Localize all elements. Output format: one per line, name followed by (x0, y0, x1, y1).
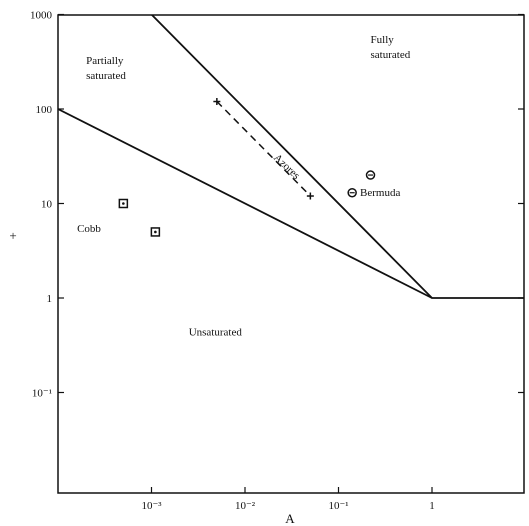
square-marker (150, 227, 161, 237)
region-label: Unsaturated (189, 327, 243, 339)
boundary-line-1 (58, 108, 433, 299)
circle-marker (347, 187, 357, 198)
square-marker-dot (122, 202, 125, 205)
site-label: Bermuda (360, 187, 400, 199)
x-tick-label: 10⁻¹ (328, 500, 348, 512)
ticks-layer: 10⁻³ 10⁻² 10⁻¹ 1 1000 100 10 1 10⁻¹ (30, 10, 524, 512)
region-label-line: Fully (371, 34, 395, 46)
y-tick-label: 1000 (30, 10, 53, 22)
boundary-line-2 (150, 15, 524, 299)
region-labels: Partially saturated Fully saturated Unsatura… (86, 34, 411, 339)
site-label: Cobb (77, 223, 101, 235)
x-tick-label: 1 (429, 500, 435, 512)
y-tick-label: 100 (36, 104, 53, 116)
x-axis-label: A (285, 511, 295, 526)
region-label: Fully saturated (371, 34, 411, 61)
region-label-line: saturated (86, 70, 126, 82)
y-tick-label: 10 (41, 199, 53, 211)
sites-layer: Cobb Bermuda Azores (77, 98, 400, 237)
plot-frame (57, 14, 525, 494)
x-tick-label: 10⁻³ (141, 500, 162, 512)
y-tick-label: 10⁻¹ (32, 388, 52, 400)
x-tick-label: 10⁻² (235, 500, 256, 512)
boundary-lines (58, 15, 524, 299)
square-marker-dot (154, 230, 157, 234)
square-marker (118, 198, 129, 209)
y-axis-label: + (9, 228, 16, 243)
circle-marker (365, 170, 376, 180)
y-tick-label: 1 (47, 293, 53, 305)
region-label-line: saturated (371, 49, 411, 61)
site-label: Azores (271, 152, 302, 182)
site-dashed-line (216, 100, 311, 197)
region-label-line: Unsaturated (189, 327, 243, 339)
region-label: Partially saturated (86, 55, 126, 82)
region-label-line: Partially (86, 55, 124, 67)
